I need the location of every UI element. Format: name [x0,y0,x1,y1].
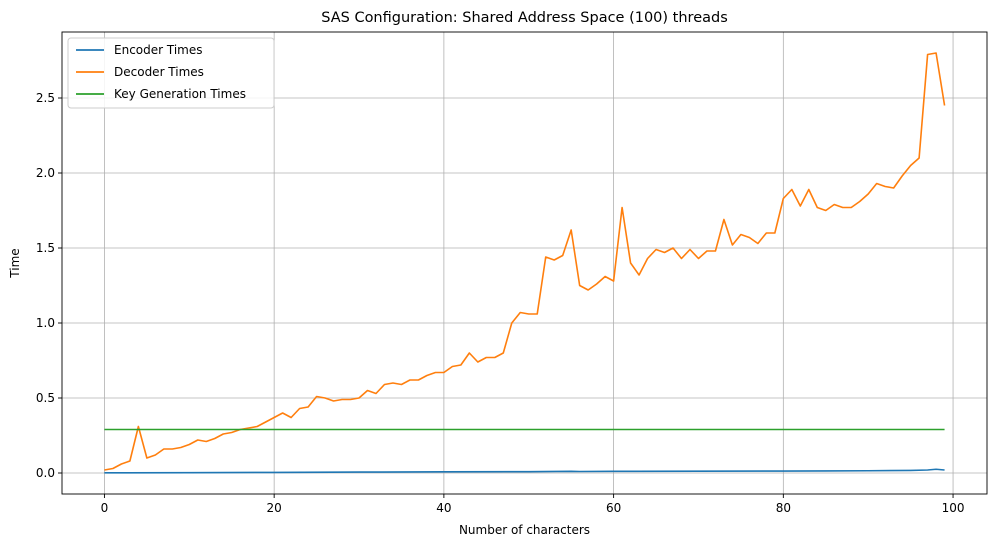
y-tick-label: 2.5 [36,91,55,105]
y-tick-label: 1.5 [36,241,55,255]
x-tick-label: 100 [942,501,965,515]
x-axis-label: Number of characters [459,523,590,537]
x-tick-label: 40 [436,501,451,515]
series-line-encoder-times [104,468,945,474]
series-layer [104,52,946,474]
legend-entry: Decoder Times [114,65,204,79]
y-tick-label: 2.0 [36,166,55,180]
legend-entry: Key Generation Times [114,87,246,101]
legend-entry: Encoder Times [114,43,203,57]
y-tick-label: 0.5 [36,391,55,405]
legend: Encoder Times Decoder Times Key Generation… [67,37,275,109]
legend-box [67,37,275,109]
x-tick-label: 0 [101,501,109,515]
y-tick-label: 1.0 [36,316,55,330]
tick-layer: 0 20 40 60 80 100 0.0 0.5 1.0 1.5 2.0 2.5 [36,91,965,515]
x-tick-label: 80 [776,501,791,515]
x-tick-label: 20 [267,501,282,515]
y-axis-label: Time [8,248,22,278]
x-tick-label: 60 [606,501,621,515]
chart-title: SAS Configuration: Shared Address Space … [321,10,728,26]
series-line-decoder-times [104,52,946,471]
y-tick-label: 0.0 [36,466,55,480]
plot-frame [61,31,988,495]
